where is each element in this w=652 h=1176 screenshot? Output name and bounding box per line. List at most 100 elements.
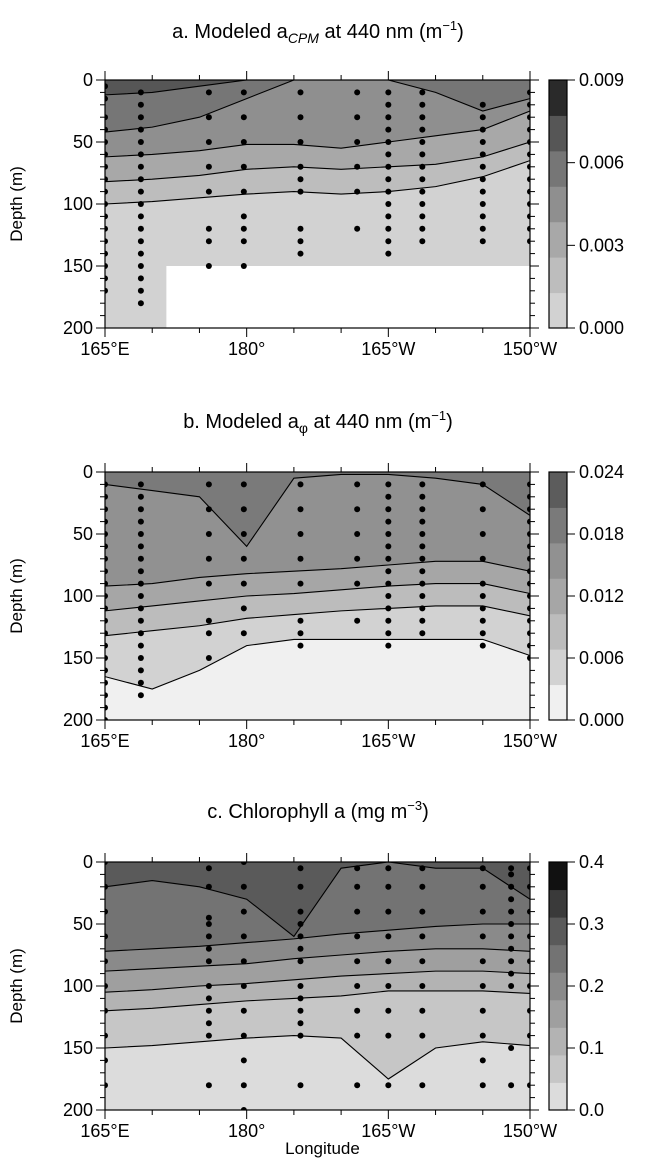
sample-point — [419, 201, 426, 207]
x-tick-label: 165°E — [80, 1121, 129, 1141]
sample-point — [205, 481, 212, 488]
sample-point — [527, 908, 530, 915]
contour-line-3 — [105, 583, 530, 612]
sample-point — [205, 188, 212, 195]
chart-title: a. Modeled aCPM at 440 nm (m−1) — [172, 18, 464, 46]
sample-point — [105, 151, 108, 158]
sample-point — [105, 983, 108, 989]
sample-point — [527, 958, 530, 965]
sample-point — [354, 1007, 361, 1014]
sample-point — [105, 506, 108, 513]
sample-point — [137, 225, 144, 232]
sample-point — [385, 908, 392, 915]
colorbar: 0.000 0.003 0.006 0.009 — [548, 70, 624, 338]
contour-band-1 — [105, 862, 530, 937]
sample-point — [479, 580, 486, 587]
sample-point — [105, 83, 108, 90]
sample-point — [527, 518, 530, 525]
sample-point — [419, 481, 426, 488]
y-tick-label: 150 — [63, 1038, 93, 1058]
sample-point — [385, 114, 392, 121]
sample-point — [205, 263, 212, 269]
sample-point — [479, 1007, 486, 1014]
sample-point — [137, 679, 144, 686]
sample-point — [105, 95, 108, 102]
contour-line-4 — [105, 141, 530, 183]
x-tick-label: 165°E — [80, 731, 129, 751]
x-axis-label: Longitude — [285, 1139, 360, 1158]
colorbar-swatch — [549, 613, 567, 650]
sample-point — [508, 1045, 515, 1051]
sample-point — [297, 238, 304, 245]
sample-point — [297, 958, 304, 965]
sample-point — [479, 114, 486, 121]
sample-point — [297, 908, 304, 915]
sample-point — [419, 1032, 426, 1039]
sample-point — [385, 983, 392, 989]
sample-point — [105, 1057, 108, 1064]
sample-point — [137, 163, 144, 170]
sample-point — [479, 151, 486, 158]
sample-point — [137, 176, 144, 183]
sample-point — [419, 163, 426, 170]
sample-point — [508, 983, 515, 989]
sample-point — [508, 865, 515, 872]
sample-point — [527, 151, 530, 158]
sample-point — [479, 1057, 486, 1064]
sample-point — [205, 555, 212, 562]
sample-point — [105, 605, 108, 612]
sample-point — [479, 642, 486, 649]
y-tick-label: 50 — [73, 914, 93, 934]
sample-point — [479, 176, 486, 183]
sample-point — [479, 958, 486, 965]
x-tick-label: 150°W — [503, 339, 557, 359]
sample-point — [137, 543, 144, 550]
sample-point — [354, 225, 361, 232]
sample-point — [105, 176, 108, 183]
sample-point — [105, 667, 108, 674]
sample-point — [354, 580, 361, 587]
sample-point — [419, 580, 426, 587]
sample-point — [479, 139, 486, 145]
colorbar-swatch — [549, 186, 567, 223]
sample-point — [385, 213, 392, 220]
contour-line-1 — [105, 862, 530, 938]
sample-point — [508, 871, 515, 878]
sample-point — [385, 933, 392, 940]
sample-point — [137, 655, 144, 661]
sample-point — [105, 531, 108, 537]
colorbar-swatch — [549, 150, 567, 187]
y-tick-label: 200 — [63, 1100, 93, 1120]
sample-point — [479, 1082, 486, 1089]
sample-point — [354, 617, 361, 624]
sample-point — [419, 865, 426, 872]
sample-point — [137, 481, 144, 488]
contour-band-1 — [105, 472, 530, 547]
sample-point — [240, 238, 247, 245]
sample-point — [419, 225, 426, 232]
sample-point — [297, 506, 304, 513]
sample-point — [137, 263, 144, 269]
sample-point — [527, 983, 530, 989]
sample-point — [479, 101, 486, 108]
sample-point — [527, 101, 530, 108]
sample-point — [240, 89, 247, 96]
sample-point — [354, 481, 361, 488]
colorbar-tick-label: 0.000 — [579, 710, 624, 730]
colorbar-tick-label: 0.000 — [579, 318, 624, 338]
sample-point — [419, 983, 426, 989]
sample-point — [137, 101, 144, 108]
colorbar-swatch — [549, 1054, 567, 1083]
sample-point — [205, 865, 212, 872]
sample-point — [105, 933, 108, 940]
sample-point — [105, 139, 108, 145]
colorbar-swatch — [549, 257, 567, 294]
sample-point — [137, 518, 144, 525]
colorbar-swatch — [549, 917, 567, 946]
contour-line-6 — [105, 1035, 530, 1080]
contour-line-4 — [105, 970, 530, 993]
sample-point — [105, 188, 108, 195]
sample-point — [205, 163, 212, 170]
sample-point — [527, 543, 530, 550]
sample-point — [385, 225, 392, 232]
